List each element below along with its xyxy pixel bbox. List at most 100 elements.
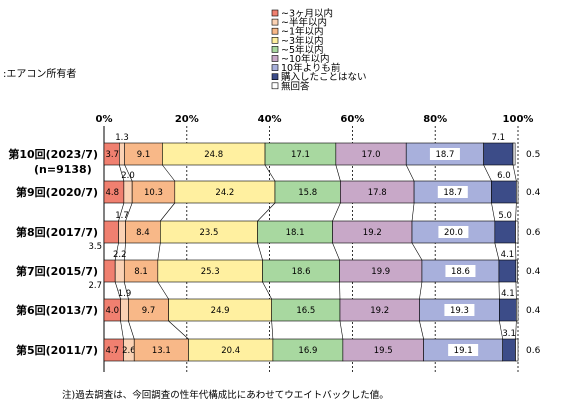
data-label-box: [445, 265, 476, 277]
connector-line: [419, 281, 423, 300]
data-label: 1.3: [115, 133, 129, 143]
data-label: 24.8: [204, 150, 223, 160]
data-label-box: [429, 148, 460, 160]
data-label: 3.1: [502, 329, 516, 339]
chart-subtitle: :エアコン所有者: [3, 67, 76, 80]
bar-segment-3-1: [114, 259, 125, 283]
bar-segment-0-1: [119, 142, 126, 166]
connector-line: [332, 202, 341, 222]
legend-label-7: 購入したことはない: [281, 71, 367, 83]
data-label: 19.9: [371, 267, 390, 277]
data-label: 10.3: [144, 188, 163, 198]
legend-swatch-0: [271, 9, 279, 17]
legend-swatch-5: [271, 55, 279, 62]
data-label-box: [448, 344, 479, 356]
data-label: 19.1: [454, 346, 473, 356]
legend-label-1: ~半年以内: [281, 17, 327, 29]
legend-label-6: 10年よりも前: [281, 62, 340, 74]
data-label-box: [438, 226, 469, 238]
data-label: 24.2: [215, 188, 234, 198]
connector-line: [332, 242, 340, 261]
data-label: 24.9: [211, 306, 230, 316]
connector-line: [339, 320, 344, 340]
connector-line: [162, 164, 176, 182]
data-label: 25.3: [201, 267, 220, 277]
data-label: 2.7: [88, 281, 102, 291]
bar-segment-2-1: [118, 220, 126, 244]
bars: 3.7 1.3 9.1 24.8 17.1 17.0 18.7 7.1 0.5 4.82.0 10.…: [88, 133, 541, 362]
bar-segment-5-7: [502, 338, 516, 362]
connector-line: [124, 164, 133, 182]
connector-line: [411, 202, 415, 222]
legend-swatch-4: [271, 46, 279, 53]
connector-line: [419, 320, 424, 340]
data-label: 13.1: [152, 346, 171, 356]
connector-line: [157, 242, 161, 261]
legend-swatch-3: [271, 36, 279, 44]
connector-line: [264, 164, 276, 182]
data-label-box: [437, 186, 468, 198]
legend-label-3: ~3年以内: [281, 35, 324, 47]
connector-line: [491, 202, 496, 222]
x-tick-label-2: 40%: [258, 114, 282, 125]
legend-label-0: ~3ヶ月以内: [281, 8, 333, 20]
data-label: 8.1: [134, 267, 148, 277]
data-label: 17.1: [291, 150, 310, 160]
bar-segment-1-8: [516, 180, 519, 204]
bar-segment-4-8: [516, 298, 519, 322]
data-label: 4.7: [106, 346, 120, 356]
connector-line: [160, 202, 176, 222]
bar-segment-0-7: [483, 142, 514, 166]
data-label: 18.6: [451, 267, 470, 277]
row-label-3: 第7回(2015/7): [16, 264, 98, 278]
data-label: 17.8: [368, 188, 387, 198]
connector-line: [515, 202, 517, 222]
data-label: 15.8: [298, 188, 317, 198]
legend-swatch-7: [271, 73, 279, 80]
data-label: 18.6: [292, 267, 311, 277]
connector-line: [257, 202, 276, 222]
row-label-4: 第6回(2013/7): [16, 303, 98, 317]
connector-line: [499, 320, 503, 340]
data-label: 16.9: [298, 346, 317, 356]
data-label: 19.2: [363, 228, 382, 238]
connector-line: [515, 320, 517, 340]
connector-line: [168, 320, 189, 340]
data-label: 9.7: [142, 306, 156, 316]
connector-line: [114, 242, 119, 261]
legend-label-8: 無回答: [281, 80, 310, 92]
row-label-0: 第10回(2023/7): [8, 147, 98, 161]
bar-segment-3-8: [515, 259, 518, 283]
data-label: 6.0: [497, 171, 511, 181]
row-labels: 第10回(2023/7) (n=9138) 第9回(2020/7) 第8回(2017/…: [8, 147, 98, 357]
connector-line: [157, 281, 169, 300]
connector-line: [119, 164, 125, 182]
x-tick-label-5: 100%: [503, 114, 534, 125]
data-label: 4.1: [501, 289, 515, 299]
data-label: 0.5: [526, 150, 540, 160]
connector-line: [118, 202, 125, 222]
data-label: 0.4: [526, 306, 541, 316]
bar-segment-3-0: [103, 259, 116, 283]
connector-line: [262, 281, 272, 300]
row-sublabel-0: (n=9138): [34, 163, 92, 176]
data-label: 16.5: [296, 306, 315, 316]
legend-label-2: ~1年以内: [281, 26, 324, 38]
data-label: 5.0: [498, 211, 512, 221]
data-label: 0.6: [526, 346, 541, 356]
legend-swatch-1: [271, 18, 279, 26]
data-label-box: [444, 304, 475, 316]
legend: ~3ヶ月以内~半年以内~1年以内~3年以内~5年以内~10年以内10年よりも前購…: [271, 8, 367, 92]
row-label-5: 第5回(2011/7): [16, 343, 98, 357]
connector-line: [114, 281, 121, 300]
data-label: 3.5: [88, 242, 102, 252]
data-label: 18.1: [286, 228, 305, 238]
connector-line: [411, 242, 423, 261]
bar-segment-5-8: [515, 338, 519, 362]
connector-line: [494, 242, 500, 261]
data-label: 8.4: [136, 228, 150, 238]
legend-swatch-2: [271, 27, 279, 35]
x-axis-ticks: 0% 20% 40% 60% 80% 100%: [96, 114, 534, 372]
data-label: 1.7: [115, 211, 129, 221]
connector-line: [512, 164, 517, 182]
